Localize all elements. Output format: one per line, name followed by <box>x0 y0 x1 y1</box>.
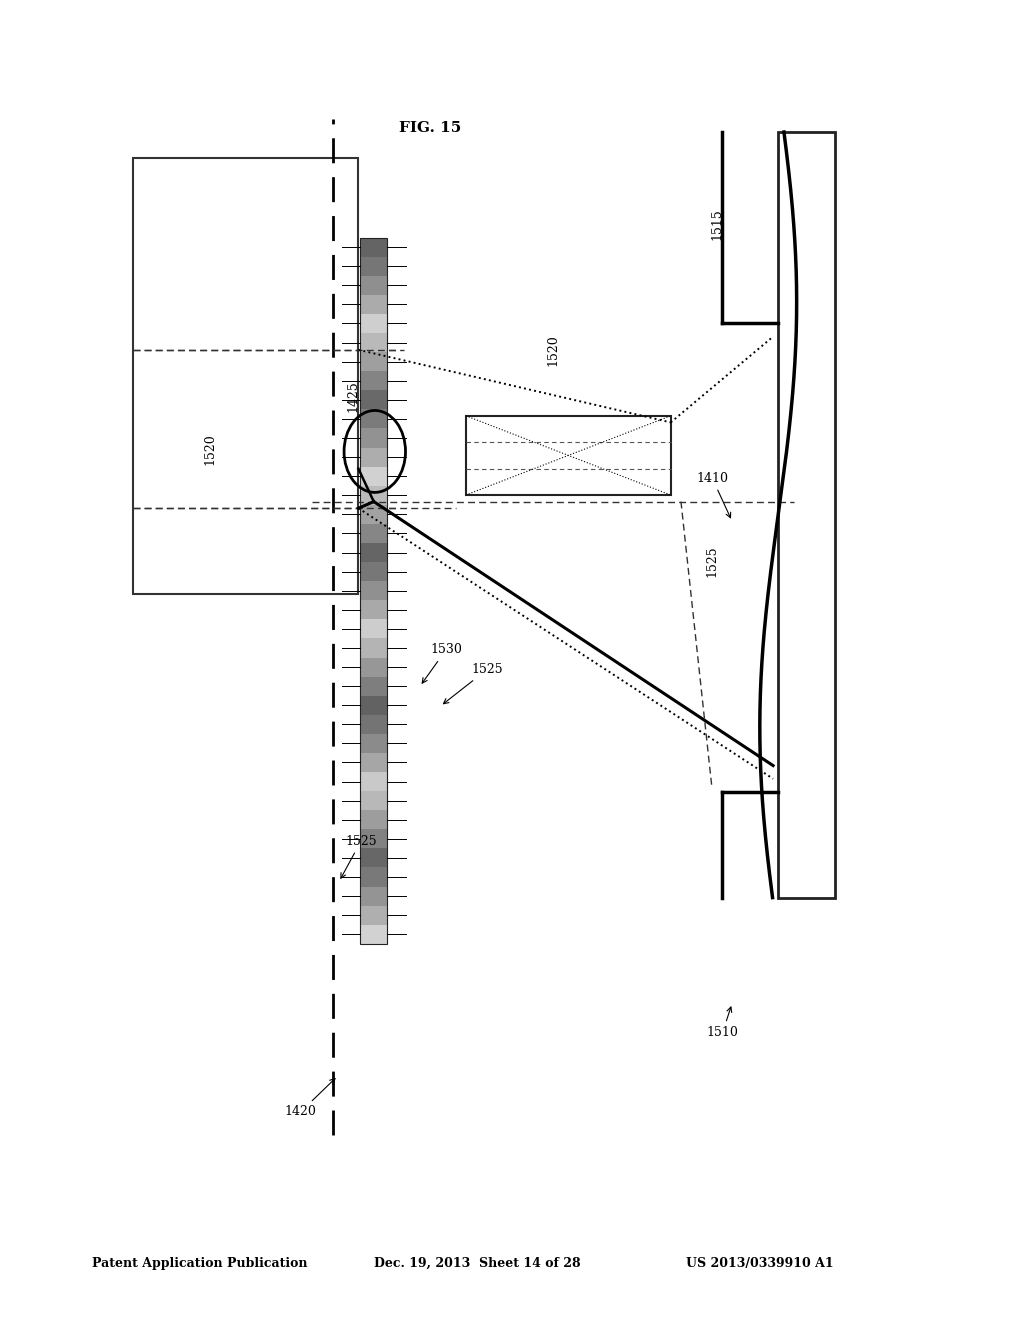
Bar <box>133 158 358 594</box>
Text: US 2013/0339910 A1: US 2013/0339910 A1 <box>686 1257 834 1270</box>
Bar <box>360 810 387 829</box>
Bar <box>360 925 387 944</box>
Text: Patent Application Publication: Patent Application Publication <box>92 1257 307 1270</box>
Bar <box>360 429 387 447</box>
Bar <box>360 887 387 906</box>
Bar <box>778 132 835 898</box>
Bar <box>360 657 387 677</box>
Bar <box>360 276 387 294</box>
Bar <box>360 849 387 867</box>
Bar <box>360 333 387 352</box>
Bar <box>360 486 387 504</box>
Bar <box>360 352 387 371</box>
Bar <box>360 314 387 333</box>
Bar <box>360 504 387 524</box>
Bar <box>360 238 387 256</box>
Text: Dec. 19, 2013  Sheet 14 of 28: Dec. 19, 2013 Sheet 14 of 28 <box>374 1257 581 1270</box>
Bar <box>466 416 671 495</box>
Text: 1510: 1510 <box>707 1007 738 1039</box>
Bar <box>360 256 387 276</box>
Bar <box>360 391 387 409</box>
Bar <box>360 524 387 543</box>
Bar <box>360 543 387 562</box>
Bar <box>360 639 387 657</box>
Bar <box>360 677 387 696</box>
Bar <box>360 752 387 772</box>
Text: 1525: 1525 <box>706 545 718 577</box>
Bar <box>360 562 387 581</box>
Text: 1525: 1525 <box>341 834 377 878</box>
Bar <box>360 447 387 467</box>
Bar <box>360 906 387 925</box>
Text: 1520: 1520 <box>204 433 216 465</box>
Bar <box>360 467 387 486</box>
Bar <box>360 409 387 429</box>
Bar <box>360 734 387 752</box>
Bar <box>360 601 387 619</box>
Bar <box>360 829 387 849</box>
Bar <box>360 238 387 944</box>
Text: 1530: 1530 <box>422 643 462 684</box>
Text: 1410: 1410 <box>696 471 731 517</box>
Bar <box>360 867 387 887</box>
Text: 1520: 1520 <box>547 334 559 366</box>
Bar <box>360 696 387 714</box>
Bar <box>360 772 387 791</box>
Text: 1525: 1525 <box>443 663 503 704</box>
Bar <box>360 371 387 391</box>
Bar <box>360 714 387 734</box>
Text: 1425: 1425 <box>347 380 359 412</box>
Bar <box>360 791 387 810</box>
Text: 1515: 1515 <box>711 209 723 240</box>
Text: 1420: 1420 <box>285 1078 335 1118</box>
Bar <box>360 581 387 601</box>
Bar <box>360 619 387 639</box>
Bar <box>360 294 387 314</box>
Text: FIG. 15: FIG. 15 <box>399 121 461 135</box>
